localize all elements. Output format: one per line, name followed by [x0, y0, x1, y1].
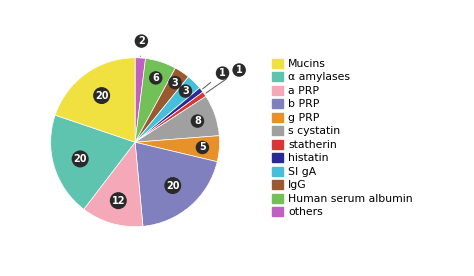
- Wedge shape: [135, 58, 146, 142]
- Wedge shape: [51, 115, 135, 209]
- Text: 8: 8: [194, 116, 201, 126]
- Wedge shape: [135, 77, 200, 142]
- Text: 20: 20: [95, 91, 109, 100]
- Wedge shape: [135, 142, 217, 226]
- Text: 1: 1: [203, 68, 226, 89]
- Text: 1: 1: [206, 65, 243, 93]
- Wedge shape: [135, 92, 206, 142]
- Text: 2: 2: [138, 36, 145, 56]
- Text: 12: 12: [111, 196, 125, 206]
- Wedge shape: [55, 58, 135, 142]
- Text: 20: 20: [166, 181, 180, 190]
- Text: 5: 5: [199, 142, 206, 152]
- Wedge shape: [135, 136, 219, 162]
- Wedge shape: [135, 59, 175, 142]
- Text: 3: 3: [172, 78, 178, 87]
- Wedge shape: [135, 88, 203, 142]
- Text: 20: 20: [73, 154, 87, 164]
- Wedge shape: [84, 142, 143, 227]
- Text: 3: 3: [182, 86, 189, 96]
- Text: 6: 6: [152, 73, 159, 83]
- Wedge shape: [135, 68, 189, 142]
- Legend: Mucins, α amylases, a PRP, b PRP, g PRP, s cystatin, statherin, histatin, SI gA,: Mucins, α amylases, a PRP, b PRP, g PRP,…: [271, 58, 414, 218]
- Wedge shape: [135, 96, 219, 142]
